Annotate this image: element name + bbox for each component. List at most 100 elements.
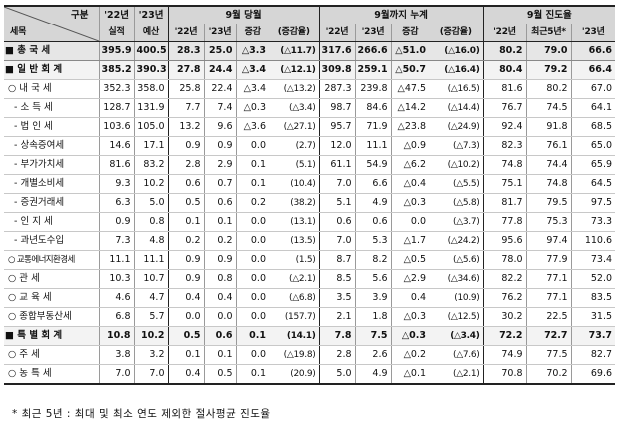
cell-month-change: △3.6 (235, 117, 269, 137)
cell-month-rate: (20.9) (269, 364, 320, 385)
cell-month-22: 13.2 (167, 117, 204, 137)
row-label: - 과년도수입 (4, 231, 99, 251)
cell-cum-22: 98.7 (318, 98, 356, 118)
header-row-top: 구분 '22년 '23년 9월 당월 9월까지 누계 9월 진도율 (4, 5, 616, 24)
cell-cum-23: 259.1 (354, 60, 392, 80)
cell-cum-rate: (△16.5) (429, 79, 484, 99)
cell-progress-5y: 72.7 (525, 326, 572, 346)
cell-cum-22: 317.6 (318, 41, 356, 61)
cell-progress-5y: 70.2 (525, 364, 572, 385)
cell-progress-22: 30.2 (482, 307, 527, 327)
cell-progress-23: 110.6 (570, 231, 616, 251)
cell-cum-rate: (10.9) (429, 288, 484, 308)
cell-month-change: 0.1 (235, 174, 269, 194)
cell-cum-change: △0.3 (390, 193, 430, 213)
table-row: ■ 일 반 회 계 385.2 390.3 27.8 24.4 △3.4 (△12.1) 30… (4, 60, 616, 80)
cell-month-rate: (△3.4) (269, 98, 320, 118)
cell-progress-5y: 74.8 (525, 174, 572, 194)
cell-progress-22: 70.8 (482, 364, 527, 385)
cell-budget-23: 0.8 (133, 212, 168, 232)
cell-progress-22: 72.2 (482, 326, 527, 346)
progress-sub-22: '22년 (482, 24, 527, 42)
cell-progress-23: 83.5 (570, 288, 616, 308)
cell-cum-rate: (△3.4) (429, 326, 484, 346)
cell-actual-22: 9.3 (98, 174, 134, 194)
cell-month-22: 0.5 (167, 326, 204, 346)
corner-top-label: 구분 (71, 10, 89, 21)
table-row: - 과년도수입 7.3 4.8 0.2 0.2 0.0 (13.5) 7.0 5.3 △1.7 (△… (4, 231, 616, 251)
cell-budget-23: 83.2 (133, 155, 168, 175)
cell-progress-23: 67.0 (570, 79, 616, 99)
cum-sub-change: 증감 (390, 24, 430, 42)
cell-cum-rate: (△24.9) (429, 117, 484, 137)
cell-progress-5y: 91.8 (525, 117, 572, 137)
cell-cum-change: △14.2 (390, 98, 430, 118)
cell-cum-22: 12.0 (318, 136, 356, 156)
cell-progress-23: 73.4 (570, 250, 616, 270)
cell-progress-22: 77.8 (482, 212, 527, 232)
cell-cum-23: 239.8 (354, 79, 392, 99)
cell-month-change: △3.4 (235, 60, 269, 80)
cell-actual-22: 352.3 (98, 79, 134, 99)
cell-progress-5y: 77.9 (525, 250, 572, 270)
cell-cum-23: 71.9 (354, 117, 392, 137)
corner-cell: 구분 (4, 5, 99, 24)
cell-budget-23: 131.9 (133, 98, 168, 118)
cell-month-rate: (2.7) (269, 136, 320, 156)
cell-progress-5y: 77.5 (525, 345, 572, 365)
cell-budget-23: 5.7 (133, 307, 168, 327)
cell-month-22: 25.8 (167, 79, 204, 99)
cell-actual-22: 3.8 (98, 345, 134, 365)
cell-progress-23: 65.9 (570, 155, 616, 175)
table-row: ○ 종합부동산세 6.8 5.7 0.0 0.0 0.0 (157.7) 2.1 1.8 △0.3… (4, 307, 616, 327)
cell-actual-22: 11.1 (98, 250, 134, 270)
cell-progress-23: 65.0 (570, 136, 616, 156)
cell-month-22: 27.8 (167, 60, 204, 80)
cell-progress-23: 73.7 (570, 326, 616, 346)
table-row: ○ 주 세 3.8 3.2 0.1 0.1 0.0 (△19.8) 2.8 2.6 △0.2 (△7… (4, 345, 616, 365)
table-row: ○ 관 세 10.3 10.7 0.9 0.8 0.0 (△2.1) 8.5 5.6 △2.9 (△… (4, 269, 616, 289)
cell-progress-5y: 79.0 (525, 41, 572, 61)
cell-month-23: 2.9 (203, 155, 236, 175)
table-row: ○ 농 특 세 7.0 7.0 0.4 0.5 0.1 (20.9) 5.0 4.9 △0.1 (△… (4, 364, 616, 385)
row-label: ○ 교통에너지환경세 (4, 250, 99, 270)
cell-cum-22: 8.7 (318, 250, 356, 270)
cell-budget-23: 358.0 (133, 79, 168, 99)
cell-month-22: 0.1 (167, 212, 204, 232)
cell-cum-22: 7.0 (318, 174, 356, 194)
cell-month-rate: (△6.8) (269, 288, 320, 308)
cell-cum-rate: (△34.6) (429, 269, 484, 289)
cell-progress-23: 82.7 (570, 345, 616, 365)
cell-budget-23: 10.2 (133, 326, 168, 346)
cell-month-rate: (1.5) (269, 250, 320, 270)
row-label: - 부가가치세 (4, 155, 99, 175)
cell-cum-change: △2.9 (390, 269, 430, 289)
row-label: ■ 총 국 세 (4, 41, 99, 61)
table-row: ■ 특 별 회 계 10.8 10.2 0.5 0.6 0.1 (14.1) 7.8 7.5 △0… (4, 326, 616, 346)
cell-cum-rate: (△5.5) (429, 174, 484, 194)
table-row: - 법 인 세 103.6 105.0 13.2 9.6 △3.6 (△27.1) 95.7 7… (4, 117, 616, 137)
cell-cum-rate: (△3.7) (429, 212, 484, 232)
cell-progress-22: 81.6 (482, 79, 527, 99)
cell-month-22: 28.3 (167, 41, 204, 61)
cell-cum-22: 8.5 (318, 269, 356, 289)
cell-progress-5y: 22.5 (525, 307, 572, 327)
cell-month-23: 0.0 (203, 307, 236, 327)
cell-month-23: 0.8 (203, 269, 236, 289)
cell-cum-23: 84.6 (354, 98, 392, 118)
cell-budget-23: 10.2 (133, 174, 168, 194)
cell-budget-23: 7.0 (133, 364, 168, 385)
cell-cum-23: 266.6 (354, 41, 392, 61)
cell-cum-change: △6.2 (390, 155, 430, 175)
cell-cum-23: 54.9 (354, 155, 392, 175)
cell-progress-23: 73.3 (570, 212, 616, 232)
cell-progress-23: 68.5 (570, 117, 616, 137)
cell-progress-22: 80.4 (482, 60, 527, 80)
cell-cum-change: △50.7 (390, 60, 430, 80)
col-22-bottom: 실적 (98, 24, 134, 42)
cell-month-change: △0.3 (235, 98, 269, 118)
cell-actual-22: 385.2 (98, 60, 134, 80)
row-label: ○ 관 세 (4, 269, 99, 289)
cell-month-rate: (157.7) (269, 307, 320, 327)
